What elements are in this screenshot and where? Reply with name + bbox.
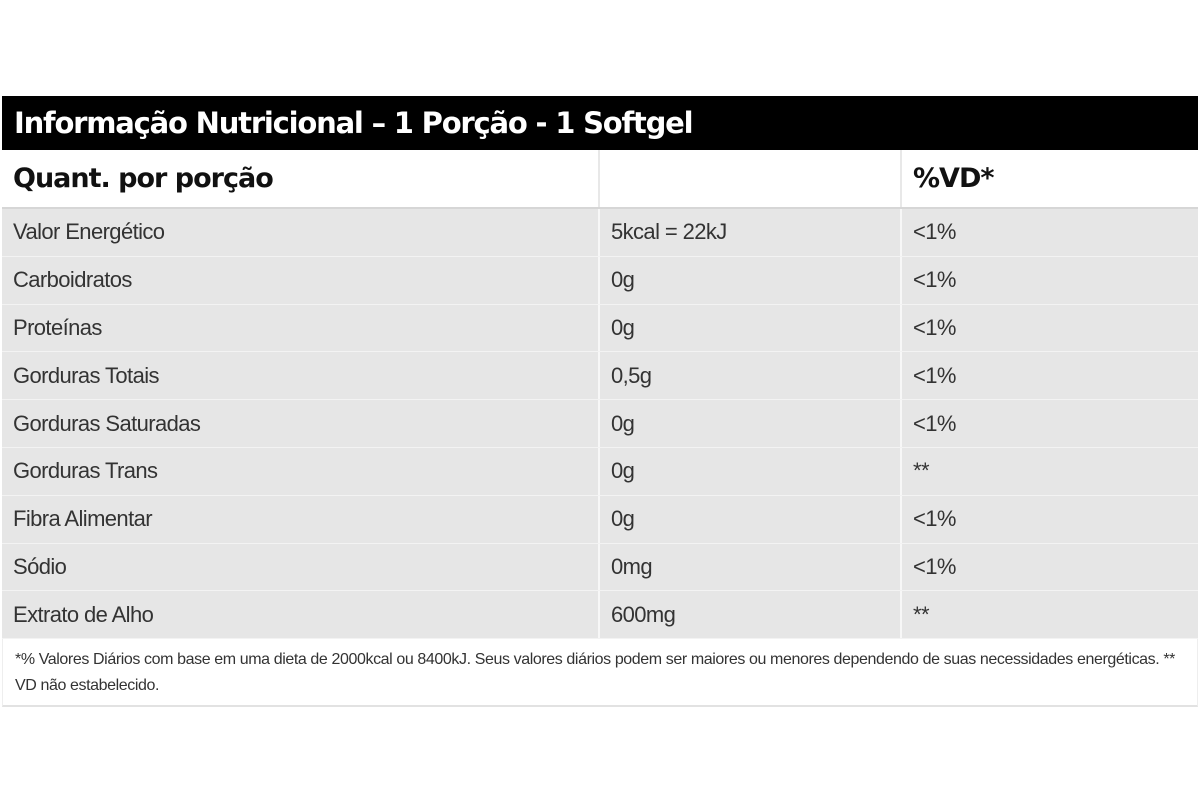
nutrient-name: Fibra Alimentar [13, 506, 153, 532]
nutrient-name: Valor Energético [13, 219, 165, 245]
nutrient-daily-value: ** [900, 591, 1198, 639]
table-row: Gorduras Totais 0,5g <1% [2, 352, 1198, 401]
table-footnote: *% Valores Diários com base em uma dieta… [2, 639, 1198, 708]
nutrient-amount: 0g [598, 400, 900, 447]
nutrient-amount: 5kcal = 22kJ [598, 209, 900, 256]
nutrient-amount: 600mg [598, 591, 900, 639]
table-title-bar: Informação Nutricional – 1 Porção - 1 So… [2, 96, 1198, 150]
table-row: Gorduras Saturadas 0g <1% [2, 400, 1198, 448]
nutrient-daily-value: <1% [900, 543, 1198, 591]
header-quantity-label: Quant. por porção [13, 163, 274, 194]
nutrient-amount: 0,5g [598, 352, 900, 400]
nutrition-table: Informação Nutricional – 1 Porção - 1 So… [2, 96, 1198, 708]
nutrient-name: Gorduras Trans [13, 458, 158, 484]
nutrient-daily-value: <1% [900, 256, 1198, 304]
table-row: Carboidratos 0g <1% [2, 256, 1198, 305]
header-daily-value-label: %VD* [900, 150, 1198, 207]
table-row: Proteínas 0g <1% [2, 304, 1198, 353]
nutrient-daily-value: <1% [900, 304, 1198, 352]
nutrient-amount: 0g [598, 495, 900, 543]
nutrient-name: Gorduras Totais [13, 362, 160, 388]
table-row: Valor Energético 5kcal = 22kJ <1% [2, 209, 1198, 257]
nutrient-amount: 0mg [598, 543, 900, 591]
table-row: Extrato de Alho 600mg ** [2, 591, 1198, 640]
table-header-row: Quant. por porção %VD* [2, 150, 1198, 209]
nutrient-daily-value: <1% [900, 495, 1198, 543]
nutrient-daily-value: <1% [900, 352, 1198, 400]
nutrient-daily-value: <1% [900, 209, 1198, 256]
table-row: Sódio 0mg <1% [2, 543, 1198, 592]
nutrient-amount: 0g [598, 447, 900, 495]
nutrient-daily-value: <1% [900, 400, 1198, 447]
nutrient-daily-value: ** [900, 447, 1198, 495]
header-amount-label [598, 150, 900, 207]
table-row: Fibra Alimentar 0g <1% [2, 495, 1198, 544]
nutrient-name: Gorduras Saturadas [13, 410, 201, 436]
table-title: Informação Nutricional – 1 Porção - 1 So… [14, 106, 694, 140]
table-row: Gorduras Trans 0g ** [2, 447, 1198, 496]
nutrient-amount: 0g [598, 304, 900, 352]
nutrient-name: Extrato de Alho [13, 601, 154, 627]
nutrient-name: Proteínas [13, 314, 102, 340]
nutrient-amount: 0g [598, 256, 900, 304]
nutrient-name: Sódio [13, 553, 67, 579]
nutrient-name: Carboidratos [13, 267, 132, 293]
